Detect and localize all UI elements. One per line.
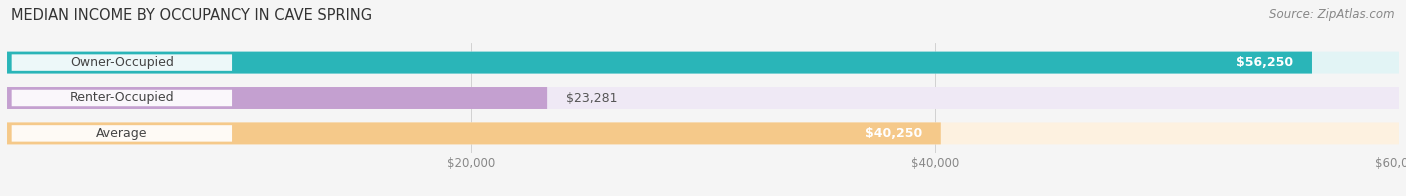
Text: $56,250: $56,250 xyxy=(1236,56,1294,69)
Text: Renter-Occupied: Renter-Occupied xyxy=(69,92,174,104)
FancyBboxPatch shape xyxy=(11,125,232,142)
FancyBboxPatch shape xyxy=(7,87,1399,109)
FancyBboxPatch shape xyxy=(11,54,232,71)
FancyBboxPatch shape xyxy=(7,122,941,144)
Text: Source: ZipAtlas.com: Source: ZipAtlas.com xyxy=(1270,8,1395,21)
Text: $23,281: $23,281 xyxy=(565,92,617,104)
FancyBboxPatch shape xyxy=(7,87,547,109)
FancyBboxPatch shape xyxy=(11,90,232,106)
Text: $40,250: $40,250 xyxy=(865,127,922,140)
Text: Owner-Occupied: Owner-Occupied xyxy=(70,56,174,69)
FancyBboxPatch shape xyxy=(7,52,1399,74)
FancyBboxPatch shape xyxy=(7,52,1312,74)
FancyBboxPatch shape xyxy=(7,122,1399,144)
Text: MEDIAN INCOME BY OCCUPANCY IN CAVE SPRING: MEDIAN INCOME BY OCCUPANCY IN CAVE SPRIN… xyxy=(11,8,373,23)
Text: Average: Average xyxy=(96,127,148,140)
